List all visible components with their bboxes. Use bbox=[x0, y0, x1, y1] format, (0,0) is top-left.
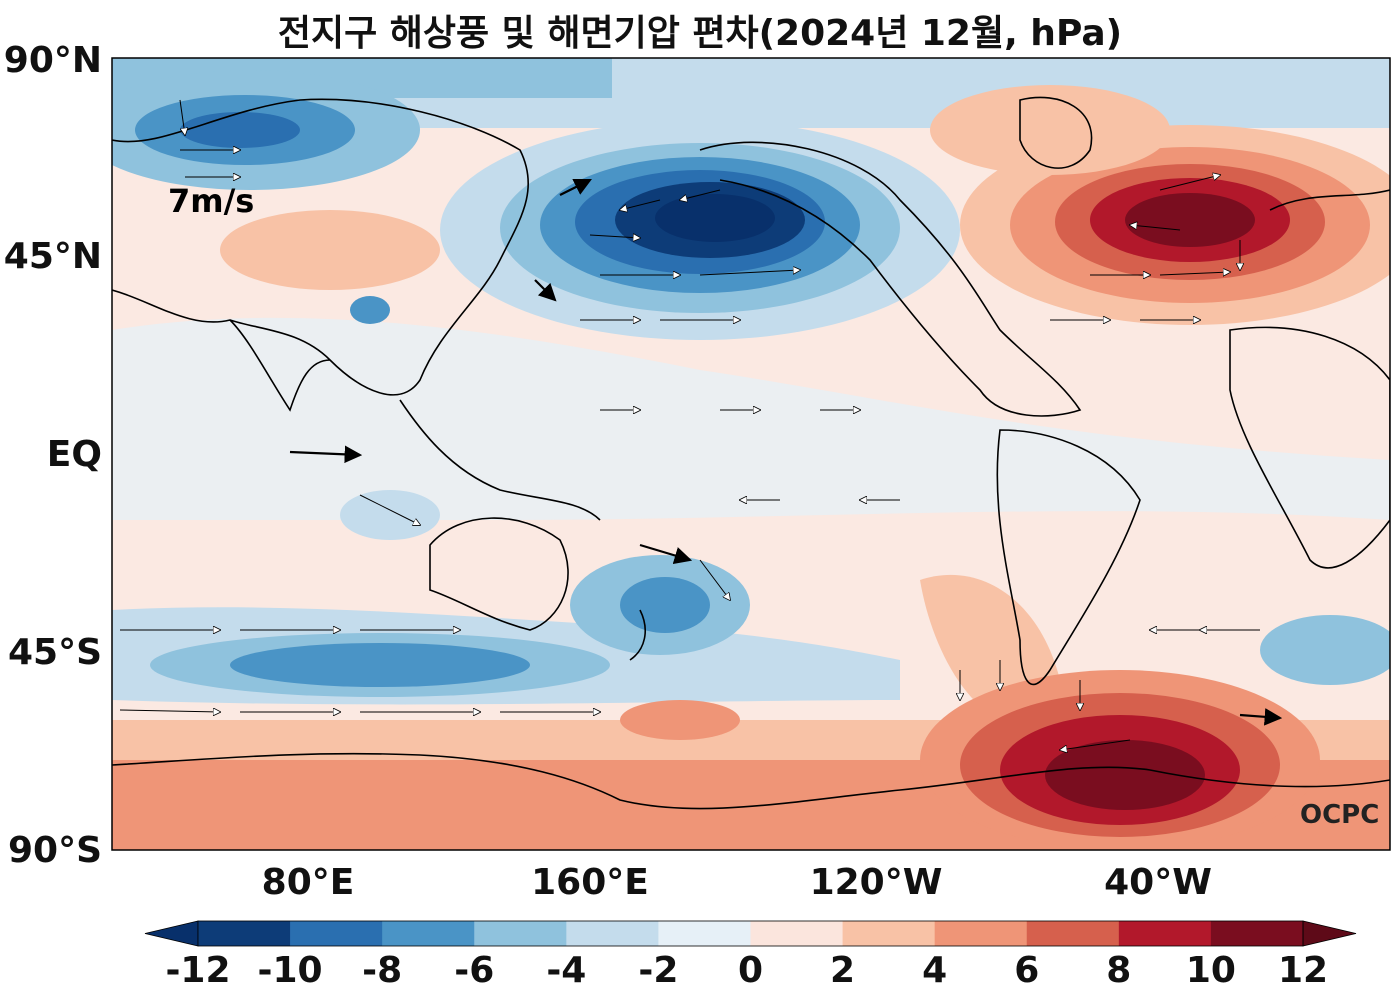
colorbar-tick-label: 4 bbox=[922, 950, 948, 991]
colorbar-segment bbox=[750, 921, 844, 946]
colorbar-segment bbox=[842, 921, 936, 946]
lat-label-45n: 45°N bbox=[3, 236, 102, 277]
reference-arrow-label: 7m/s bbox=[168, 182, 254, 220]
coastlines bbox=[112, 96, 1390, 810]
lon-label-160e: 160°E bbox=[531, 862, 649, 903]
wind-vectors bbox=[119, 99, 1260, 750]
colorbar-tick-label: -10 bbox=[257, 950, 323, 991]
colorbar-tick-label: -2 bbox=[638, 950, 679, 991]
colorbar-tick-label: 6 bbox=[1014, 950, 1040, 991]
colorbar-segment bbox=[566, 921, 659, 946]
map-title: 전지구 해상풍 및 해면기압 편차(2024년 12월, hPa) bbox=[277, 13, 1123, 54]
colorbar-tick-label: 8 bbox=[1106, 950, 1132, 991]
colorbar-segment bbox=[382, 921, 475, 946]
colorbar-segment bbox=[198, 921, 291, 946]
colorbar-segment bbox=[474, 921, 567, 946]
colorbar-tick-label: 12 bbox=[1277, 950, 1329, 991]
wind-vectors-strong bbox=[289, 179, 1283, 726]
colorbar-frame bbox=[197, 920, 1304, 947]
lat-label-90s: 90°S bbox=[7, 830, 102, 871]
lon-label-40w: 40°W bbox=[1104, 862, 1212, 903]
lat-label-eq: EQ bbox=[46, 434, 102, 475]
lat-label-45s: 45°S bbox=[7, 632, 102, 673]
colorbar-extend-high bbox=[1302, 920, 1357, 947]
colorbar-tick-label: -8 bbox=[362, 950, 403, 991]
colorbar-segment bbox=[658, 921, 751, 946]
colorbar-extend-low bbox=[144, 920, 199, 947]
colorbar-tick-label: 10 bbox=[1185, 950, 1236, 991]
pressure-anomaly-field bbox=[112, 58, 1390, 850]
lon-label-80e: 80°E bbox=[261, 862, 355, 903]
colorbar-segment bbox=[1026, 921, 1120, 946]
colorbar-tick-label: -12 bbox=[165, 950, 231, 991]
lat-label-90n: 90°N bbox=[3, 40, 102, 81]
lon-label-120w: 120°W bbox=[809, 862, 943, 903]
colorbar-tick-label: 0 bbox=[737, 950, 764, 991]
colorbar-tick-label: -4 bbox=[546, 950, 587, 991]
colorbar-segment bbox=[290, 921, 383, 946]
colorbar bbox=[144, 920, 1357, 947]
colorbar-tick-label: -6 bbox=[454, 950, 495, 991]
colorbar-segment bbox=[1118, 921, 1212, 946]
colorbar-segment bbox=[934, 921, 1028, 946]
ocpc-watermark: OCPC bbox=[1300, 800, 1379, 830]
colorbar-tick-label: 2 bbox=[830, 950, 856, 991]
map-frame bbox=[111, 57, 1391, 851]
colorbar-segment bbox=[1210, 921, 1304, 946]
